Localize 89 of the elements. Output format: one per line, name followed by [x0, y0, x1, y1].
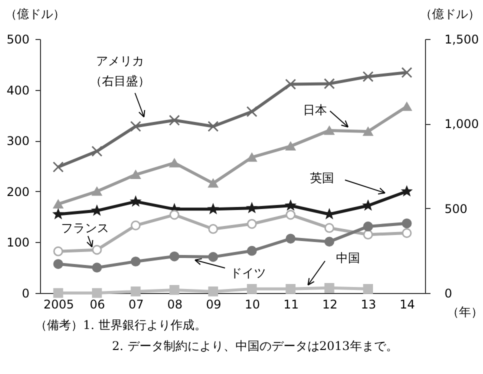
- point: [92, 288, 102, 298]
- point: [324, 78, 335, 90]
- point: [92, 244, 102, 255]
- point: [246, 152, 257, 162]
- x-tick-label: 07: [128, 298, 144, 312]
- x-tick-label: 13: [360, 298, 376, 312]
- series-label: フランス: [61, 221, 109, 235]
- point: [246, 284, 257, 294]
- point: [130, 170, 141, 180]
- x-tick-label: 10: [244, 298, 260, 312]
- point: [130, 196, 140, 206]
- point: [169, 252, 180, 262]
- point: [52, 162, 64, 173]
- point: [324, 223, 334, 233]
- series-label: ドイツ: [230, 266, 266, 280]
- point: [53, 200, 64, 208]
- point: [286, 210, 296, 220]
- point: [208, 286, 218, 296]
- point: [208, 120, 219, 132]
- point: [402, 186, 412, 196]
- y-tick-label: 0: [22, 286, 30, 300]
- point: [208, 178, 218, 188]
- x-axis-title: （年）: [447, 305, 483, 319]
- point: [169, 210, 180, 220]
- point: [247, 203, 257, 212]
- point: [246, 246, 257, 256]
- point: [53, 246, 64, 256]
- point: [208, 224, 218, 234]
- point: [130, 220, 141, 230]
- point: [286, 284, 296, 294]
- y-tick-label: 200: [6, 184, 30, 199]
- point: [363, 230, 373, 240]
- point: [363, 222, 373, 232]
- x-tick-label: 2005: [43, 298, 74, 312]
- point: [168, 114, 180, 126]
- y2-tick-label: 500: [444, 202, 468, 216]
- point: [363, 284, 373, 294]
- point: [324, 282, 334, 293]
- point: [92, 187, 102, 196]
- text: 英国: [310, 171, 334, 185]
- y-tick-label: 300: [6, 134, 30, 148]
- point: [246, 106, 258, 118]
- point: [53, 288, 64, 298]
- point: [208, 204, 218, 214]
- point: [324, 126, 334, 135]
- y-axis-title: （億ドル）: [5, 7, 65, 21]
- x-tick-label: 08: [167, 298, 183, 312]
- point: [92, 206, 102, 215]
- point: [53, 259, 64, 269]
- y-tick-label: 100: [6, 236, 30, 250]
- y-tick-label: 400: [6, 83, 30, 98]
- point: [362, 71, 374, 82]
- point: [324, 236, 334, 247]
- series-label: 中国: [336, 251, 360, 265]
- x-tick-label: 12: [322, 298, 338, 312]
- point: [130, 286, 141, 296]
- point: [402, 102, 412, 111]
- point: [169, 285, 180, 295]
- point: [285, 78, 296, 90]
- point: [286, 234, 296, 244]
- point: [130, 256, 141, 266]
- point: [286, 200, 296, 210]
- x-tick-label: 14: [400, 298, 415, 312]
- text: 2. データ制約により、中国のデータは2013年まで。: [112, 339, 398, 353]
- point: [363, 127, 373, 136]
- point: [402, 218, 412, 228]
- point: [92, 262, 102, 273]
- point: [169, 158, 180, 168]
- point: [324, 209, 334, 218]
- point: [286, 142, 296, 151]
- point: [130, 120, 142, 132]
- x-tick-label: 11: [283, 298, 299, 312]
- point: [91, 146, 102, 157]
- y2-tick-label: 1,500: [444, 32, 479, 46]
- text: （備考）1. 世界銀行より作成。: [35, 318, 206, 332]
- y-tick-label: 500: [6, 32, 30, 46]
- x-tick-label: 06: [90, 298, 106, 312]
- point: [208, 252, 218, 262]
- point: [246, 218, 257, 229]
- series-label: 日本: [303, 103, 327, 117]
- y2-axis-title: （億ドル）: [420, 7, 480, 21]
- y2-tick-label: 0: [444, 286, 452, 300]
- text: アメリカ（右目盛）: [90, 54, 150, 88]
- point: [53, 209, 63, 218]
- point: [402, 228, 412, 238]
- y2-tick-label: 1,000: [444, 117, 479, 132]
- x-tick-label: 09: [206, 298, 222, 312]
- point: [363, 200, 373, 210]
- point: [401, 67, 412, 78]
